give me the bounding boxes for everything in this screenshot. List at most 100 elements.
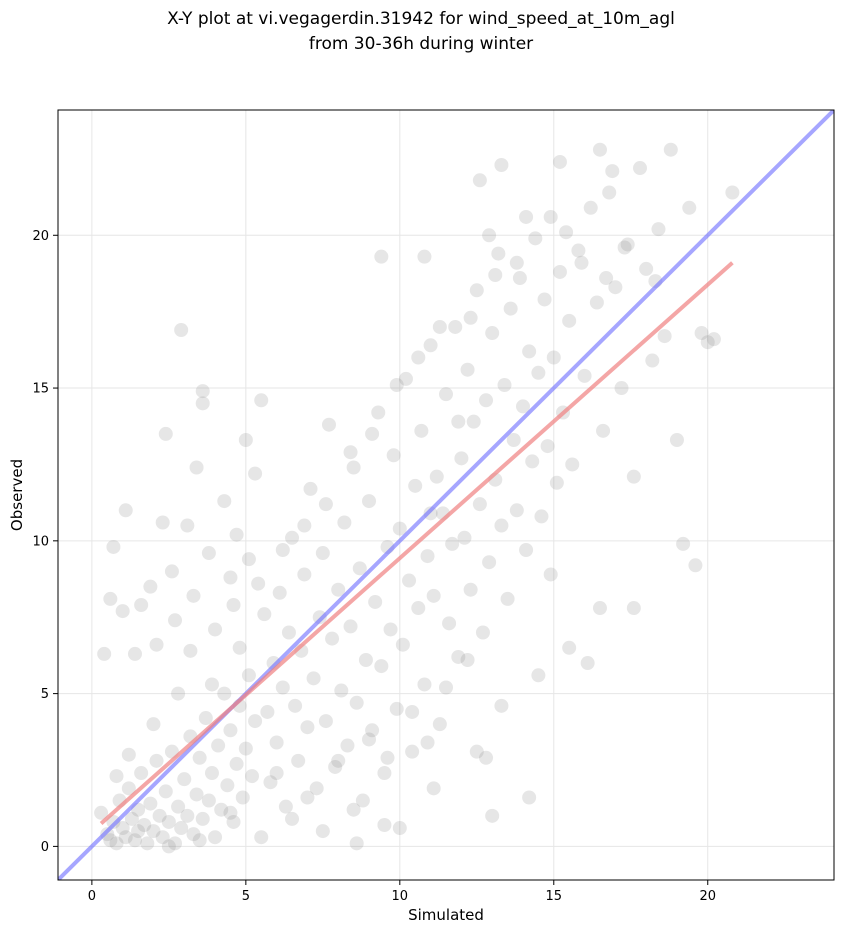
data-point [506, 433, 521, 447]
data-point [208, 830, 223, 845]
data-point [377, 818, 392, 832]
data-point [528, 231, 543, 246]
data-point [380, 750, 395, 765]
reference-lines [58, 110, 834, 880]
data-point [226, 598, 241, 612]
data-point [417, 249, 432, 264]
data-point [109, 836, 124, 851]
data-point [241, 668, 256, 683]
data-point [439, 387, 453, 402]
data-point [463, 582, 478, 597]
plot-frame [57, 109, 835, 881]
data-point [318, 714, 333, 729]
data-point [414, 423, 429, 438]
data-point [149, 637, 164, 652]
data-point [442, 616, 457, 631]
data-point [362, 732, 377, 747]
data-point [432, 319, 447, 334]
data-point [639, 261, 654, 276]
y-tick-label: 5 [41, 687, 49, 702]
data-point [343, 619, 358, 634]
data-point [183, 643, 198, 658]
data-point [617, 240, 632, 255]
x-tick-label: 20 [699, 889, 716, 904]
data-point [254, 830, 269, 845]
data-point [195, 396, 210, 411]
data-point [451, 649, 466, 664]
data-point [195, 384, 210, 399]
data-point [121, 781, 136, 796]
data-point [395, 637, 410, 652]
data-point [229, 756, 244, 771]
data-point [161, 814, 176, 829]
data-point [100, 827, 115, 842]
data-point [519, 209, 534, 224]
data-point [491, 246, 506, 261]
data-point [392, 521, 407, 536]
data-point [106, 539, 121, 554]
chart-title-line-1: X-Y plot at vi.vegagerdin.31942 for wind… [167, 9, 675, 29]
data-point [374, 659, 389, 674]
data-point [134, 598, 149, 612]
data-point [226, 814, 241, 829]
data-point [676, 536, 691, 551]
data-point [315, 824, 330, 839]
data-point [519, 543, 534, 557]
data-point [472, 497, 487, 512]
data-point [559, 225, 574, 240]
data-point [180, 808, 195, 823]
x-axis-ticks: 0 5 10 15 20 [88, 880, 716, 904]
data-point [195, 811, 210, 826]
data-point [552, 264, 567, 279]
data-point [158, 426, 173, 441]
data-point [694, 326, 709, 341]
data-point [423, 338, 438, 353]
data-point [223, 570, 238, 585]
data-point [605, 164, 620, 179]
data-point [241, 552, 256, 567]
x-axis-label: Simulated [408, 906, 484, 924]
data-point [288, 698, 303, 713]
data-point [251, 576, 266, 591]
data-point [405, 744, 420, 759]
data-point [312, 610, 327, 625]
data-point [688, 558, 703, 573]
data-point [285, 811, 300, 826]
data-point [488, 268, 503, 282]
data-point [180, 518, 195, 533]
identity-line [58, 110, 834, 880]
data-point [118, 830, 133, 845]
data-point [297, 518, 312, 533]
data-point [402, 573, 417, 588]
data-point [405, 704, 420, 719]
data-point [192, 750, 207, 765]
data-point [482, 555, 497, 570]
data-point [260, 704, 275, 719]
data-point [540, 439, 555, 454]
data-point [300, 720, 315, 735]
data-point [155, 515, 170, 530]
data-point [494, 698, 509, 713]
data-point [596, 423, 611, 438]
scatter-points [94, 142, 740, 854]
data-point [531, 365, 546, 380]
data-point [189, 460, 204, 475]
data-point [248, 466, 263, 481]
data-point [460, 362, 475, 377]
data-point [651, 222, 666, 237]
data-point [254, 393, 269, 408]
data-point [522, 344, 537, 359]
data-point [272, 585, 287, 600]
data-point [281, 625, 296, 640]
data-point [257, 607, 272, 622]
data-point [217, 686, 232, 701]
data-point [321, 417, 336, 432]
data-point [552, 154, 567, 169]
data-point [479, 750, 494, 765]
data-point [121, 747, 136, 762]
data-point [633, 161, 647, 176]
data-point [192, 833, 207, 848]
data-point [124, 811, 139, 826]
data-point [460, 653, 475, 667]
x-tick-label: 15 [546, 889, 563, 904]
